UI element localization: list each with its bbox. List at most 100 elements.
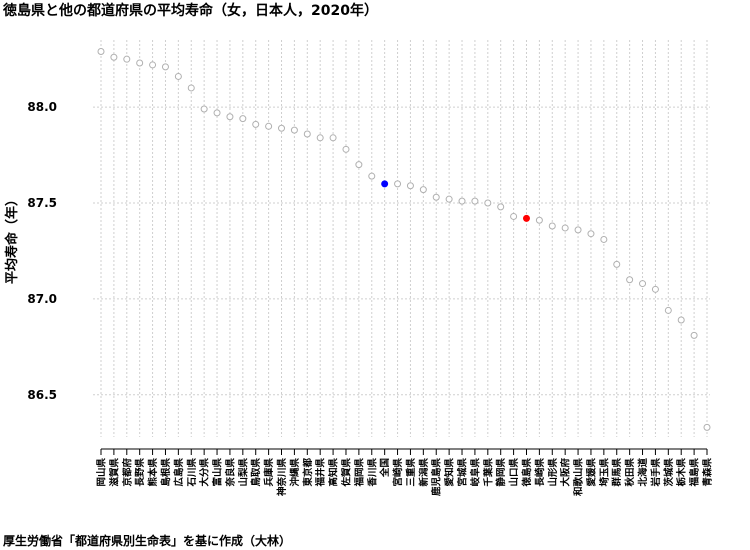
x-tick-label: 茨城県 — [663, 458, 675, 487]
data-point — [187, 84, 195, 92]
data-point — [639, 280, 647, 288]
data-point — [355, 161, 363, 169]
x-tick-label: 富山県 — [212, 458, 224, 487]
data-point — [265, 122, 273, 130]
x-tick-label: 岡山県 — [96, 458, 108, 487]
x-tick-label: 北海道 — [637, 458, 649, 487]
points-layer — [97, 48, 711, 431]
x-tick-label: 神奈川県 — [276, 458, 288, 497]
x-tick-label: 秋田県 — [624, 458, 636, 488]
x-tick-label: 青森県 — [702, 458, 714, 487]
data-point — [664, 306, 672, 314]
data-point — [200, 105, 208, 113]
data-point — [136, 59, 144, 67]
x-tick-label: 群馬県 — [611, 458, 623, 488]
x-tick-label: 愛知県 — [444, 458, 456, 487]
x-tick-label: 山梨県 — [237, 458, 249, 487]
x-tick-label: 宮崎県 — [392, 458, 404, 487]
x-tick-label: 徳島県 — [521, 458, 533, 488]
x-tick-label: 広島県 — [173, 458, 185, 487]
data-point — [406, 182, 414, 190]
x-tick-label: 滋賀県 — [108, 458, 120, 487]
data-point — [703, 423, 711, 431]
data-point — [484, 199, 492, 207]
y-tick-label: 87.5 — [27, 196, 57, 210]
data-point — [651, 285, 659, 293]
data-point — [419, 186, 427, 194]
chart-title: 徳島県と他の都道府県の平均寿命（女，日本人，2020年） — [3, 3, 378, 19]
x-tick-label: 和歌山県 — [573, 458, 585, 498]
data-point — [587, 230, 595, 238]
data-point — [677, 316, 685, 324]
x-tick-label: 兵庫県 — [263, 458, 275, 487]
data-point — [174, 72, 182, 80]
data-point — [161, 63, 169, 71]
data-point — [690, 331, 698, 339]
x-tick-label: 三重県 — [405, 458, 417, 487]
data-point — [368, 172, 376, 180]
x-tick-label: 全国 — [379, 458, 391, 478]
x-tick-label: 鹿児島県 — [431, 458, 443, 498]
x-tick-label: 京都府 — [121, 458, 133, 487]
data-point — [548, 222, 556, 230]
data-point — [290, 126, 298, 134]
x-tick-label: 千葉県 — [482, 458, 494, 487]
data-point — [149, 61, 157, 69]
data-point — [226, 113, 234, 121]
x-tick-label: 沖縄県 — [289, 458, 301, 487]
data-point — [239, 115, 247, 123]
x-tick-label: 大阪府 — [560, 458, 572, 487]
x-tick-label: 熊本県 — [147, 458, 159, 487]
x-tick-label: 新潟県 — [418, 458, 430, 487]
x-tick-label: 福井県 — [315, 458, 327, 488]
axis-layer — [100, 448, 708, 455]
x-tick-label: 愛媛県 — [585, 458, 597, 487]
grid-layer — [93, 40, 710, 437]
x-tick-label: 東京都 — [302, 458, 314, 488]
x-tick-label: 福島県 — [689, 458, 701, 488]
x-tick-label: 高知県 — [328, 458, 340, 487]
data-point — [97, 48, 105, 56]
data-point — [316, 134, 324, 142]
source-footnote: 厚生労働省「都道府県別生命表」を基に作成（大林） — [3, 534, 292, 548]
data-point — [471, 197, 479, 205]
x-tick-label: 佐賀県 — [340, 458, 352, 488]
x-tick-label: 宮城県 — [457, 458, 469, 487]
data-point — [497, 203, 505, 211]
x-tick-label: 香川県 — [366, 458, 378, 488]
data-point — [600, 235, 608, 243]
data-point — [613, 260, 621, 268]
x-tick-label: 山口県 — [508, 458, 520, 487]
x-tick-label: 島根県 — [160, 458, 172, 487]
data-point — [110, 53, 118, 61]
data-point — [123, 55, 131, 63]
x-tick-label: 埼玉県 — [598, 458, 610, 487]
x-tick-label: 大分県 — [199, 458, 211, 487]
y-tick-label: 88.0 — [27, 100, 57, 114]
data-point — [458, 197, 466, 205]
x-tick-label: 静岡県 — [495, 458, 507, 487]
x-tick-label: 岩手県 — [650, 458, 662, 488]
data-point — [303, 130, 311, 138]
data-point — [342, 145, 350, 153]
y-tick-label: 86.5 — [27, 388, 57, 402]
data-point — [574, 226, 582, 234]
data-point — [561, 224, 569, 232]
data-point — [252, 120, 260, 128]
data-point — [278, 124, 286, 132]
x-tick-label: 福岡県 — [353, 458, 365, 488]
data-point — [535, 216, 543, 224]
data-point — [445, 195, 453, 203]
x-tick-label: 鳥取県 — [250, 458, 262, 487]
data-point — [213, 109, 221, 117]
y-axis-label: 平均寿命（年） — [4, 193, 20, 284]
data-point — [626, 276, 634, 284]
labels-layer: 86.5 87.0 87.5 88.0 平均寿命（年） 岡山県 滋賀県 京都府 長野県 熊本県 島根… — [4, 100, 714, 497]
x-tick-label: 山形県 — [547, 458, 559, 487]
highlighted-data-point — [381, 180, 389, 188]
x-tick-label: 長崎県 — [534, 458, 546, 487]
data-point — [510, 212, 518, 220]
data-point — [432, 193, 440, 201]
data-point — [329, 134, 337, 142]
